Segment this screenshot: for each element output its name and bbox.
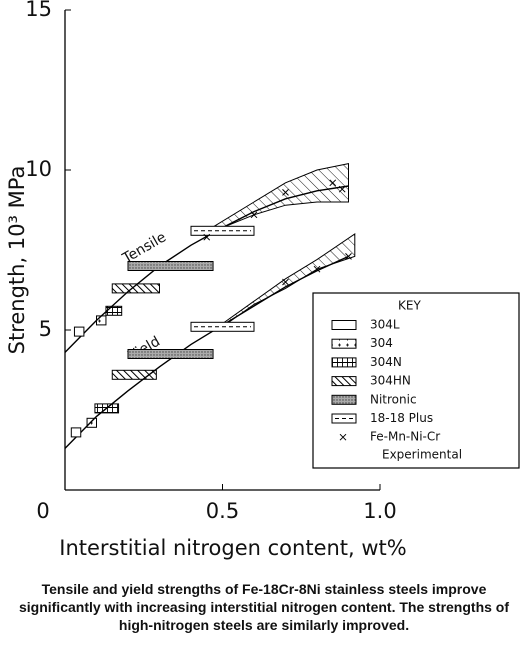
range-box <box>111 369 157 380</box>
point <box>345 253 352 260</box>
key-swatch <box>331 394 357 405</box>
key-swatch <box>331 376 357 387</box>
legend-label: 304HN <box>370 374 411 388</box>
legend-label: 304L <box>370 318 400 332</box>
key-swatch <box>331 320 357 330</box>
range-box <box>127 349 214 359</box>
caption: Tensile and yield strengths of Fe-18Cr-8… <box>18 581 510 633</box>
range-box <box>86 417 98 428</box>
range-box <box>127 261 214 271</box>
legend-label: 304 <box>370 336 393 350</box>
x-axis-label: Interstitial nitrogen content, wt% <box>59 536 407 560</box>
legend-label: Nitronic <box>370 392 417 406</box>
point <box>282 189 289 196</box>
y-tick-label: 10 <box>25 157 52 181</box>
point <box>338 185 346 193</box>
range-box <box>105 305 123 316</box>
range-box <box>96 315 107 326</box>
range-box <box>94 403 120 414</box>
x-tick-label: 0.5 <box>206 499 239 523</box>
legend-label: 304N <box>370 355 402 369</box>
key-swatch <box>331 357 357 368</box>
key-title: KEY <box>398 299 421 313</box>
range-box <box>111 283 160 294</box>
x-tick-label: 1.0 <box>363 499 396 523</box>
point <box>313 265 321 273</box>
x-tick-label: 0 <box>36 499 49 523</box>
range-box <box>70 427 82 438</box>
y-tick-label: 15 <box>25 0 52 21</box>
y-axis-label: Strength, 10³ MPa <box>5 166 29 355</box>
point <box>203 233 211 241</box>
point <box>282 278 289 286</box>
point <box>250 211 258 219</box>
band <box>206 162 349 235</box>
key-swatch <box>331 338 357 349</box>
point <box>329 179 337 187</box>
range-box <box>73 326 85 337</box>
y-tick-label: 5 <box>39 317 52 341</box>
legend-label: Experimental <box>382 448 462 462</box>
legend-label: 18-18 Plus <box>370 411 433 425</box>
legend-label: Fe-Mn-Ni-Cr <box>370 430 440 444</box>
chart: Strength, 10³ MPa Interstitial nitrogen … <box>5 0 520 560</box>
key-marker <box>339 433 347 441</box>
